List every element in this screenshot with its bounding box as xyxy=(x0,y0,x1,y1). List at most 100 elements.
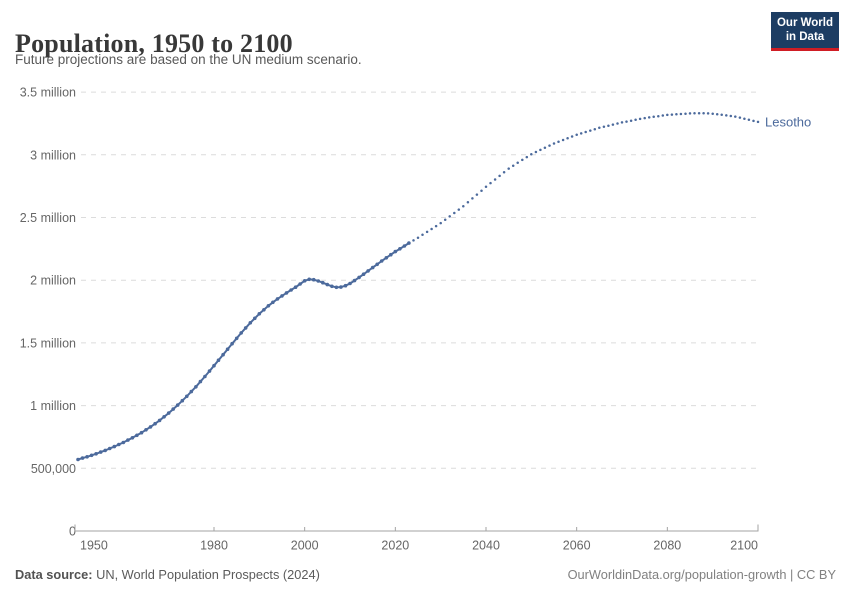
projection-point xyxy=(493,178,497,181)
y-tick-label: 2.5 million xyxy=(20,211,76,225)
historical-point xyxy=(266,304,271,308)
projection-point xyxy=(421,233,424,237)
y-tick-label: 0 xyxy=(69,525,76,539)
projection-point xyxy=(734,115,737,118)
projection-point xyxy=(475,193,479,196)
projection-point xyxy=(507,167,510,170)
historical-point xyxy=(248,321,253,325)
historical-point xyxy=(370,265,375,270)
projection-point xyxy=(652,115,655,119)
projection-point xyxy=(557,140,560,144)
historical-point xyxy=(243,326,248,330)
series-label-lesotho[interactable]: Lesotho xyxy=(765,114,811,129)
historical-point xyxy=(284,291,289,295)
projection-point xyxy=(448,215,451,218)
y-tick-label: 3 million xyxy=(30,148,76,162)
historical-point xyxy=(212,363,216,368)
projection-point xyxy=(616,122,619,125)
historical-point xyxy=(302,279,307,283)
historical-point xyxy=(230,341,234,346)
historical-point xyxy=(216,358,221,363)
historical-point xyxy=(153,421,157,426)
y-tick-label: 500,000 xyxy=(31,462,76,476)
projection-point xyxy=(548,144,551,147)
projection-point xyxy=(543,146,547,150)
projection-point xyxy=(752,119,755,123)
owid-logo[interactable]: Our World in Data xyxy=(771,12,839,51)
projection-point xyxy=(530,152,533,156)
historical-point xyxy=(171,407,175,411)
x-tick-label: 2100 xyxy=(730,539,758,553)
projection-point xyxy=(675,113,678,116)
historical-point xyxy=(76,457,80,462)
historical-point xyxy=(343,283,348,288)
historical-point xyxy=(239,331,243,335)
x-tick-label: 2000 xyxy=(291,539,319,553)
projection-point xyxy=(666,113,669,117)
historical-point xyxy=(225,347,230,352)
projection-point xyxy=(416,236,420,239)
historical-point xyxy=(189,389,194,394)
projection-point xyxy=(638,117,642,121)
historical-point xyxy=(180,398,185,403)
historical-point xyxy=(166,411,171,415)
historical-point xyxy=(94,452,98,456)
historical-point xyxy=(221,352,225,357)
projection-point xyxy=(634,118,637,122)
x-tick-label: 1950 xyxy=(80,539,108,553)
historical-point xyxy=(203,374,207,379)
y-tick-label: 3.5 million xyxy=(20,86,76,100)
x-tick-label: 2060 xyxy=(563,539,591,553)
historical-point xyxy=(257,312,262,316)
historical-point xyxy=(334,285,339,290)
historical-point xyxy=(148,425,153,429)
historical-line[interactable] xyxy=(77,242,410,461)
historical-point xyxy=(307,277,312,282)
projection-point xyxy=(670,113,674,116)
historical-point xyxy=(98,450,103,454)
historical-point xyxy=(162,415,166,419)
historical-point xyxy=(316,279,321,283)
projection-point xyxy=(607,124,610,127)
page-title: Population, 1950 to 2100 xyxy=(15,29,293,59)
historical-point xyxy=(207,369,212,373)
historical-point xyxy=(361,272,366,277)
historical-point xyxy=(194,385,198,389)
historical-point xyxy=(126,438,130,442)
historical-point xyxy=(271,300,275,305)
projection-point xyxy=(693,112,696,115)
historical-point xyxy=(298,282,302,286)
x-tick-label: 1980 xyxy=(200,539,228,553)
y-tick-label: 1.5 million xyxy=(20,336,76,350)
projection-point xyxy=(720,113,723,117)
projection-point xyxy=(566,136,569,140)
attribution-note: OurWorldinData.org/population-growth | C… xyxy=(567,567,836,582)
projection-point xyxy=(521,158,524,162)
projection-point xyxy=(706,112,710,115)
historical-point xyxy=(293,285,298,290)
projection-point xyxy=(729,114,733,118)
historical-point xyxy=(289,288,293,292)
projection-point xyxy=(647,116,651,119)
historical-point xyxy=(107,446,112,451)
x-tick-label: 2040 xyxy=(472,539,500,553)
x-tick-label: 2020 xyxy=(381,539,409,553)
historical-point xyxy=(280,294,284,298)
projection-point xyxy=(471,197,474,200)
projection-point xyxy=(629,119,633,122)
projection-point xyxy=(598,126,601,130)
projection-point xyxy=(657,114,660,118)
historical-point xyxy=(407,241,411,245)
historical-point xyxy=(275,297,280,301)
projection-point xyxy=(453,211,456,215)
historical-point xyxy=(352,278,357,283)
data-source-value: UN, World Population Prospects (2024) xyxy=(92,567,320,582)
historical-point xyxy=(398,247,402,251)
historical-point xyxy=(339,285,343,289)
historical-point xyxy=(330,284,334,289)
projection-point xyxy=(697,112,701,115)
historical-point xyxy=(117,442,121,447)
projection-point xyxy=(439,221,442,225)
projection-point xyxy=(756,120,760,124)
